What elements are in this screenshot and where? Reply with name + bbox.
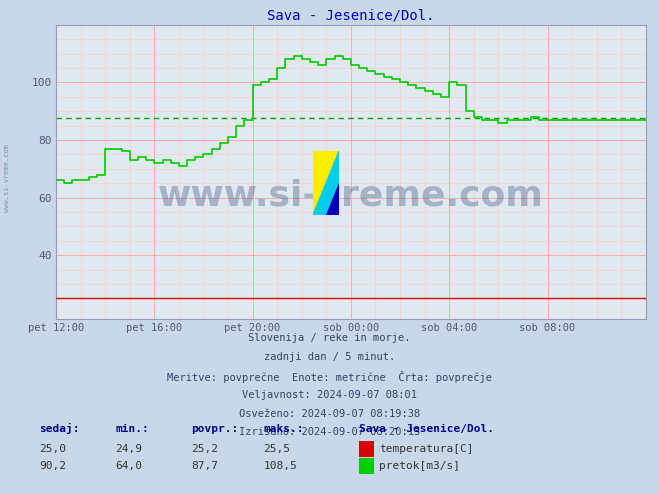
Text: Osveženo: 2024-09-07 08:19:38: Osveženo: 2024-09-07 08:19:38 bbox=[239, 409, 420, 418]
Text: 87,7: 87,7 bbox=[191, 461, 218, 471]
Text: 25,2: 25,2 bbox=[191, 444, 218, 454]
Text: sedaj:: sedaj: bbox=[40, 423, 80, 434]
Text: 24,9: 24,9 bbox=[115, 444, 142, 454]
Polygon shape bbox=[326, 183, 339, 215]
Text: 25,0: 25,0 bbox=[40, 444, 67, 454]
Text: 108,5: 108,5 bbox=[264, 461, 297, 471]
Text: 90,2: 90,2 bbox=[40, 461, 67, 471]
Text: Izrisano: 2024-09-07 08:20:13: Izrisano: 2024-09-07 08:20:13 bbox=[239, 427, 420, 437]
Text: maks.:: maks.: bbox=[264, 424, 304, 434]
Text: min.:: min.: bbox=[115, 424, 149, 434]
Text: www.si-vreme.com: www.si-vreme.com bbox=[158, 178, 544, 212]
Text: Sava - Jesenice/Dol.: Sava - Jesenice/Dol. bbox=[359, 424, 494, 434]
Text: Veljavnost: 2024-09-07 08:01: Veljavnost: 2024-09-07 08:01 bbox=[242, 390, 417, 400]
Text: 64,0: 64,0 bbox=[115, 461, 142, 471]
Text: pretok[m3/s]: pretok[m3/s] bbox=[379, 461, 460, 471]
Text: temperatura[C]: temperatura[C] bbox=[379, 444, 473, 454]
Text: 25,5: 25,5 bbox=[264, 444, 291, 454]
Polygon shape bbox=[313, 151, 339, 215]
Text: www.si-vreme.com: www.si-vreme.com bbox=[3, 144, 10, 212]
Text: Meritve: povprečne  Enote: metrične  Črta: povprečje: Meritve: povprečne Enote: metrične Črta:… bbox=[167, 371, 492, 383]
Text: Slovenija / reke in morje.: Slovenija / reke in morje. bbox=[248, 333, 411, 343]
Title: Sava - Jesenice/Dol.: Sava - Jesenice/Dol. bbox=[267, 8, 435, 22]
Text: povpr.:: povpr.: bbox=[191, 424, 239, 434]
Polygon shape bbox=[313, 151, 339, 215]
Text: zadnji dan / 5 minut.: zadnji dan / 5 minut. bbox=[264, 352, 395, 362]
